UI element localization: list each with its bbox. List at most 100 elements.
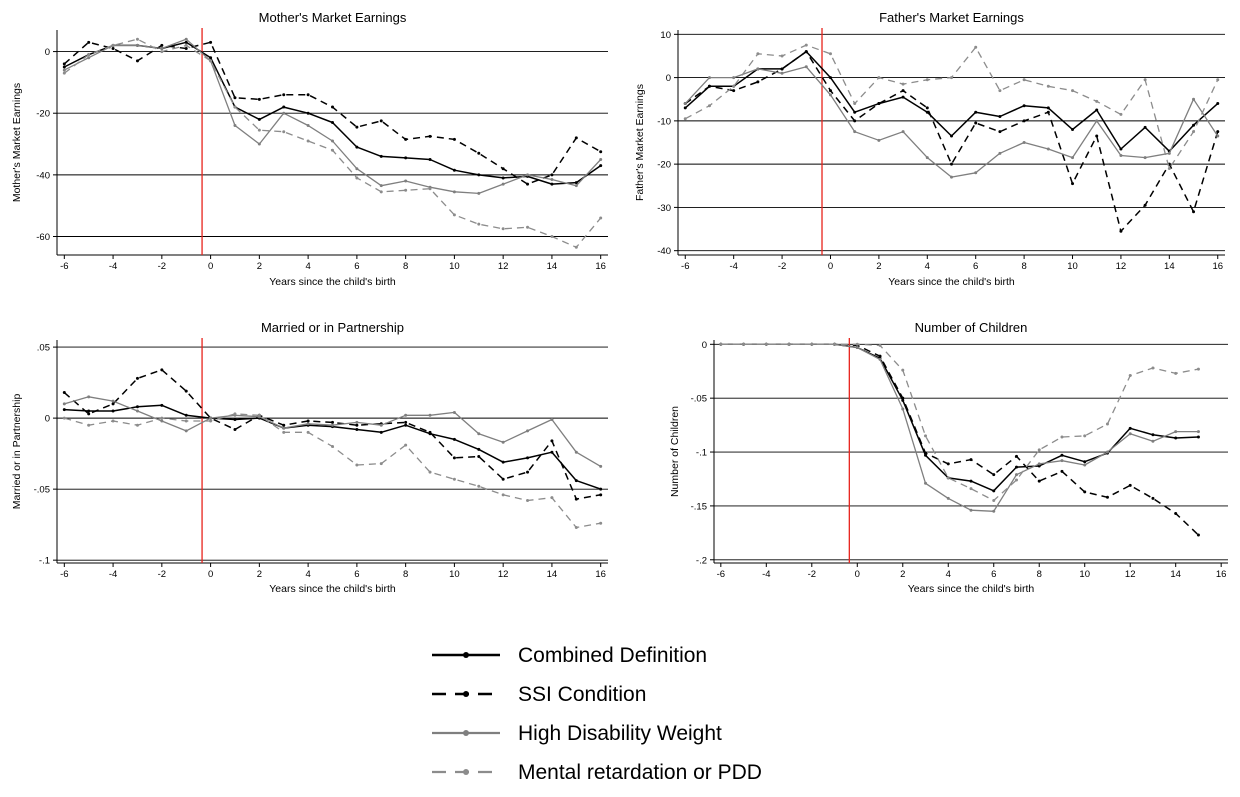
data-point-mental: [477, 484, 481, 488]
data-point-ssi: [404, 420, 408, 424]
data-point-mental: [707, 104, 711, 108]
x-tick-label: 0: [855, 569, 860, 580]
data-point-high: [683, 102, 687, 106]
legend-label: Combined Definition: [518, 644, 707, 667]
data-point-mental: [135, 423, 139, 427]
data-point-high: [877, 138, 881, 142]
data-point-high: [404, 179, 408, 183]
data-point-high: [331, 139, 334, 143]
data-point-high: [732, 76, 736, 80]
data-point-high: [901, 130, 905, 134]
data-point-combined: [87, 409, 91, 413]
data-point-high: [209, 416, 213, 420]
x-tick-label: 12: [1116, 261, 1127, 272]
data-point-mental: [87, 53, 91, 57]
data-point-high: [477, 432, 481, 436]
y-tick-label: -10: [657, 116, 671, 127]
data-point-combined: [477, 447, 481, 451]
data-point-mental: [87, 423, 91, 427]
data-point-high: [355, 420, 359, 424]
data-point-combined: [1192, 123, 1196, 127]
data-point-combined: [355, 145, 359, 149]
y-axis-label: Father's Market Earnings: [634, 84, 646, 201]
data-point-mental: [257, 128, 261, 132]
series-line-high: [64, 396, 602, 467]
data-point-combined: [355, 427, 359, 431]
data-point-ssi: [477, 454, 481, 458]
x-tick-label: 2: [876, 261, 881, 272]
data-point-combined: [1071, 128, 1075, 132]
data-point-ssi: [599, 150, 603, 154]
data-point-high: [1105, 450, 1109, 454]
data-point-combined: [62, 65, 66, 69]
data-point-ssi: [135, 376, 139, 380]
y-axis-label: Number of Children: [669, 406, 681, 497]
data-point-mental: [1014, 478, 1018, 482]
x-tick-label: 2: [257, 569, 262, 580]
data-point-high: [184, 429, 188, 433]
x-tick-label: -2: [808, 569, 816, 580]
data-point-mental: [969, 487, 973, 491]
data-point-ssi: [209, 40, 213, 44]
x-tick-label: 14: [547, 569, 558, 580]
data-point-combined: [1095, 108, 1099, 112]
data-point-ssi: [257, 97, 261, 101]
data-point-high: [1095, 119, 1099, 123]
series-line-mental: [63, 38, 602, 248]
data-point-ssi: [550, 173, 554, 177]
data-point-ssi: [1022, 119, 1026, 123]
data-point-mental: [184, 419, 188, 423]
data-point-high: [855, 346, 859, 350]
legend-label: High Disability Weight: [518, 722, 722, 745]
data-point-mental: [1151, 366, 1155, 370]
data-point-ssi: [87, 412, 91, 416]
y-tick-label: 10: [660, 30, 671, 41]
y-tick-label: 0: [45, 414, 50, 425]
x-tick-label: 12: [498, 261, 509, 272]
data-point-mental: [452, 213, 456, 217]
data-point-combined: [1196, 435, 1200, 439]
data-point-ssi: [1105, 495, 1109, 499]
data-point-mental: [1071, 89, 1075, 93]
chart-panel-4: Number of Children 0 -.05 -.1 -.15 -.2 -6 -4 -2 0…: [669, 320, 1228, 595]
data-point-mental: [599, 216, 603, 220]
data-point-ssi: [1083, 490, 1087, 494]
data-point-combined: [404, 156, 408, 160]
data-point-mental: [209, 419, 213, 423]
data-point-ssi: [992, 473, 996, 477]
data-point-combined: [184, 413, 188, 417]
data-point-ssi: [756, 80, 760, 84]
data-point-ssi: [1128, 483, 1132, 487]
data-point-ssi: [233, 427, 237, 431]
data-point-combined: [924, 453, 928, 457]
data-point-combined: [1128, 426, 1132, 430]
data-point-ssi: [998, 130, 1002, 134]
data-point-high: [452, 190, 456, 194]
x-tick-label: 8: [403, 261, 408, 272]
series-line-mental: [720, 343, 1199, 502]
data-point-ssi: [901, 396, 905, 400]
x-axis-label: Years since the child's birth: [269, 583, 396, 595]
data-point-mental: [184, 43, 188, 47]
x-tick-label: 8: [1021, 261, 1026, 272]
data-point-high: [974, 171, 978, 175]
y-tick-label: -20: [36, 109, 50, 120]
data-point-mental: [742, 342, 746, 346]
data-point-high: [87, 56, 91, 60]
data-point-ssi: [804, 50, 808, 54]
data-point-combined: [379, 154, 383, 158]
data-point-high: [1022, 141, 1026, 144]
data-point-combined: [160, 403, 164, 407]
data-point-combined: [683, 106, 687, 110]
x-tick-label: 4: [946, 569, 951, 580]
data-point-high: [707, 76, 711, 80]
data-point-mental: [998, 89, 1002, 93]
data-point-ssi: [780, 67, 784, 71]
y-tick-label: -30: [657, 203, 671, 214]
data-point-mental: [924, 434, 928, 438]
data-point-mental: [1083, 434, 1087, 438]
y-tick-label: -40: [36, 170, 50, 181]
data-point-high: [1014, 473, 1018, 477]
data-point-high: [526, 429, 530, 433]
